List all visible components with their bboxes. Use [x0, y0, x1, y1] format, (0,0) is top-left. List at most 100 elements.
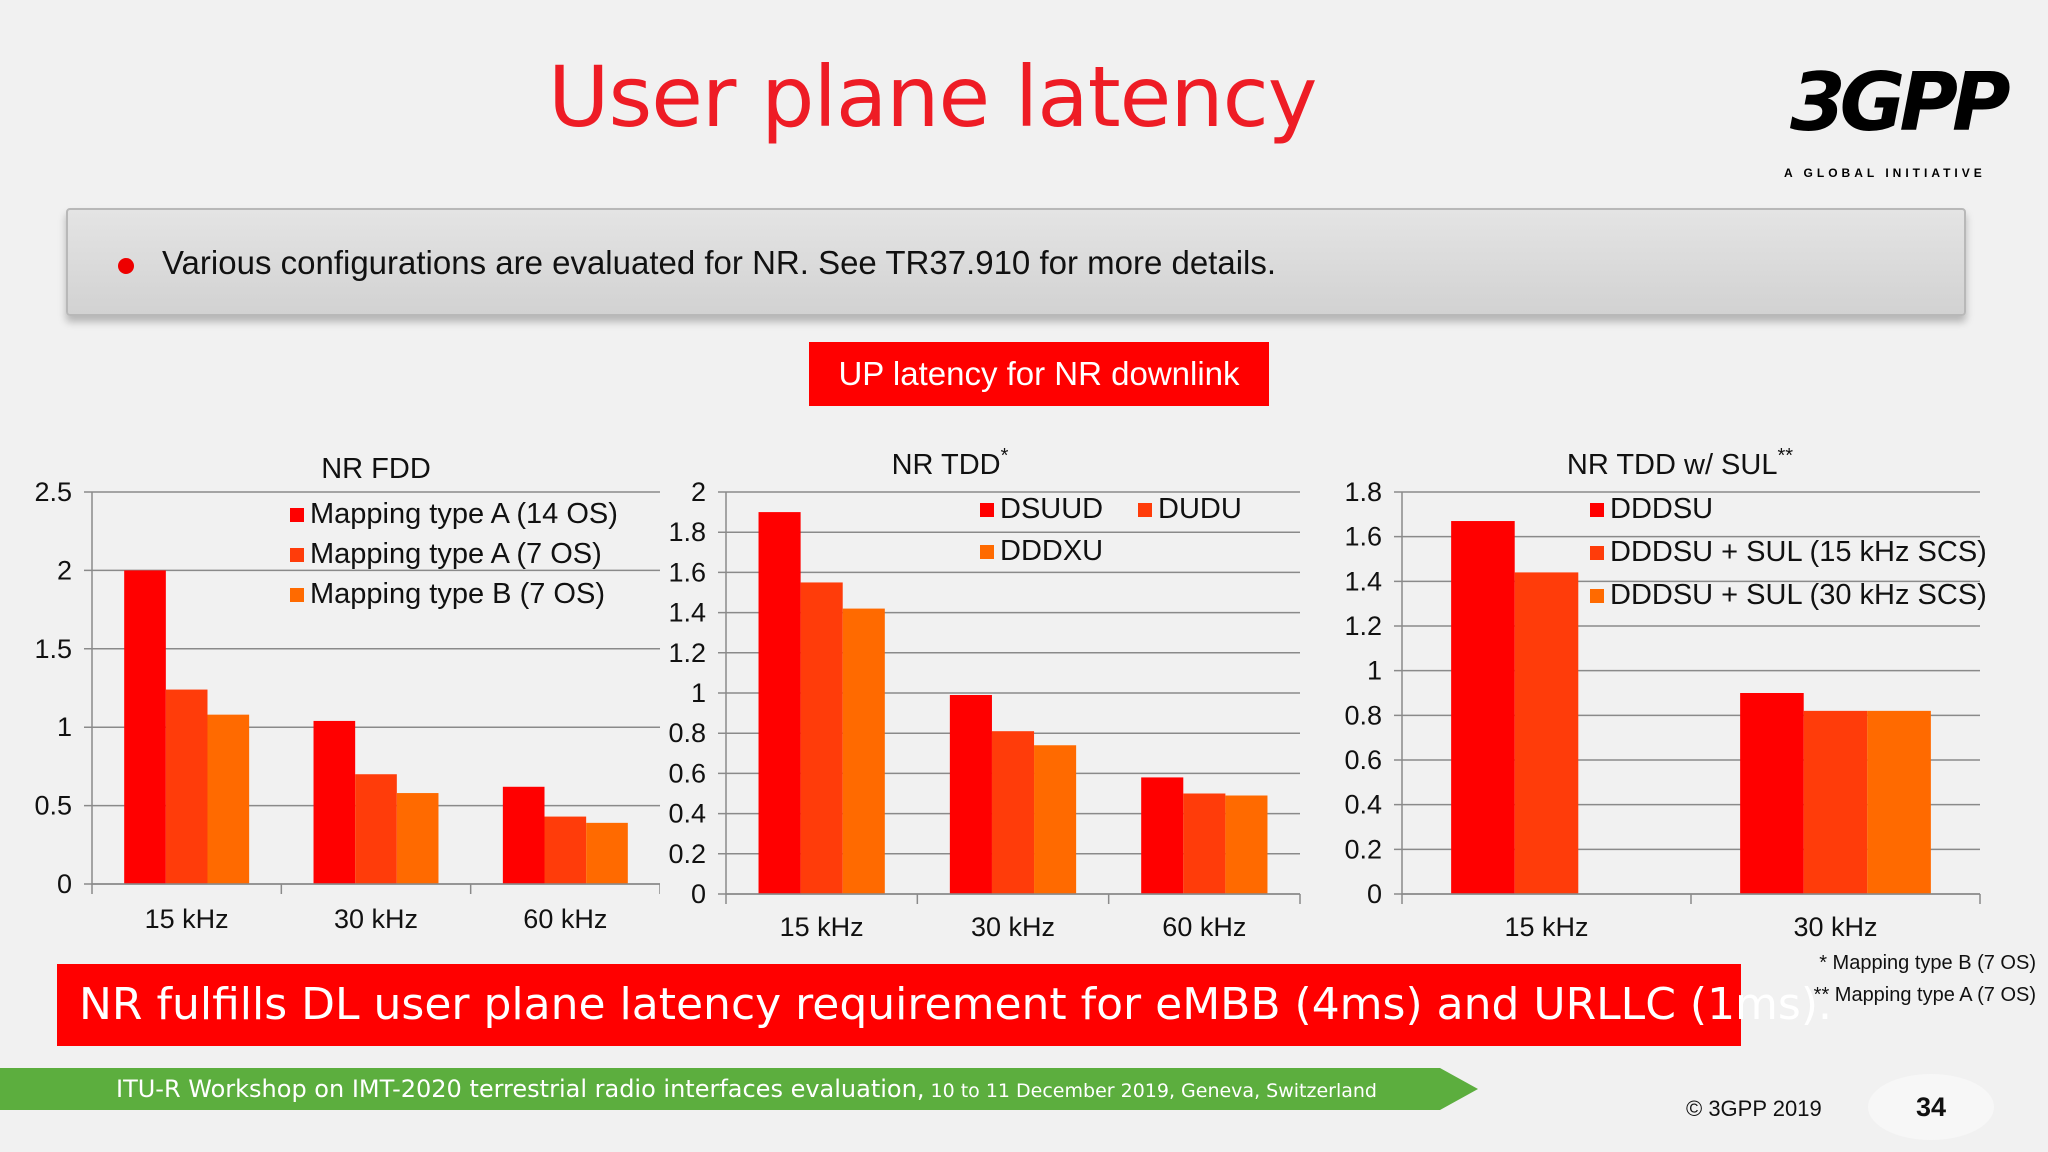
- bar: [165, 689, 208, 884]
- chart-nr-tdd: NR TDD* 0 0.2 0.4 0.6 0.8 1 1.2 1.4 1.6 1.8 2 15 kHz…: [668, 445, 1301, 942]
- y-tick-label: 0.2: [668, 839, 706, 869]
- x-tick-label: 60 kHz: [1162, 912, 1246, 942]
- y-tick-label: 1.2: [668, 638, 706, 668]
- legend-label: DSUUD: [1000, 493, 1103, 525]
- y-tick-label: 0.6: [668, 758, 706, 788]
- legend-label: DDDSU + SUL (30 kHz SCS): [1610, 579, 1987, 611]
- x-tick-label: 30 kHz: [334, 904, 418, 934]
- footer-main: ITU-R Workshop on IMT-2020 terrestrial r…: [116, 1075, 925, 1103]
- legend-label: DUDU: [1158, 493, 1242, 525]
- legend-swatch: [1590, 503, 1604, 517]
- chart-title: NR FDD: [321, 453, 431, 485]
- y-tick-label: 0.4: [668, 799, 706, 829]
- copyright: © 3GPP 2019: [1686, 1096, 1822, 1121]
- y-tick-label: 0.6: [1344, 745, 1382, 775]
- bar: [1740, 693, 1804, 894]
- y-tick-label: 0: [57, 869, 72, 899]
- y-tick-label: 2.5: [34, 477, 72, 507]
- y-tick-label: 1.5: [34, 634, 72, 664]
- chart-title-superscript: **: [1777, 445, 1793, 467]
- legend-label: DDDXU: [1000, 535, 1103, 567]
- chart-title-superscript: *: [1001, 445, 1009, 467]
- bar: [355, 774, 397, 884]
- bar: [842, 608, 885, 894]
- bullet-dot-icon: [118, 258, 134, 274]
- legend-label: Mapping type A (14 OS): [310, 498, 618, 530]
- bar: [313, 720, 356, 884]
- x-tick-label: 60 kHz: [523, 904, 607, 934]
- y-tick-label: 1: [691, 678, 706, 708]
- slide-title: User plane latency: [548, 48, 1317, 146]
- y-tick-label: 0.2: [1344, 834, 1382, 864]
- footnote-1: * Mapping type B (7 OS): [1819, 952, 2036, 974]
- bullet-text: Various configurations are evaluated for…: [162, 244, 1277, 281]
- y-tick-label: 2: [57, 555, 72, 585]
- legend-swatch: [980, 503, 994, 517]
- legend-swatch: [1590, 546, 1604, 560]
- bar: [1514, 572, 1579, 894]
- bar: [124, 570, 166, 884]
- 3gpp-logo: 3GPP A GLOBAL INITIATIVE: [1780, 56, 2011, 186]
- y-tick-label: 1.6: [668, 557, 706, 587]
- page-number: 34: [1868, 1074, 1994, 1140]
- y-tick-label: 1: [57, 712, 72, 742]
- footnote-2: ** Mapping type A (7 OS): [1813, 984, 2036, 1006]
- bar: [1803, 710, 1868, 894]
- legend-swatch: [290, 508, 304, 522]
- bar: [586, 822, 628, 884]
- footer-arrow: [0, 1068, 1478, 1110]
- footer-date: 10 to 11 December 2019, Geneva, Switzerl…: [924, 1080, 1377, 1102]
- x-tick-label: 15 kHz: [780, 912, 864, 942]
- legend-swatch: [1138, 503, 1152, 517]
- conclusion-banner: NR fulfills DL user plane latency requir…: [57, 964, 1832, 1046]
- logo-mark: 3GPP: [1790, 56, 2011, 149]
- legend-swatch: [1590, 589, 1604, 603]
- bar: [1867, 710, 1931, 894]
- bar: [502, 786, 545, 884]
- y-tick-label: 0.8: [1344, 700, 1382, 730]
- x-tick-label: 15 kHz: [145, 904, 229, 934]
- legend-swatch: [980, 545, 994, 559]
- y-tick-label: 0.8: [668, 718, 706, 748]
- y-tick-label: 0: [691, 879, 706, 909]
- bar: [949, 695, 992, 894]
- chart-nr-fdd: NR FDD 0 0.5 1 1.5 2 2.5 15 kHz 30 kHz 60 kHz Mapp…: [34, 453, 660, 934]
- chart-nr-tdd-sul: NR TDD w/ SUL** 0 0.2 0.4 0.6 0.8 1 1.2 1.4 1.6 1.…: [1344, 445, 1987, 942]
- bar: [1183, 793, 1226, 894]
- legend-label: Mapping type A (7 OS): [310, 538, 602, 570]
- bar: [207, 714, 250, 884]
- footer-text: ITU-R Workshop on IMT-2020 terrestrial r…: [116, 1075, 1377, 1103]
- bar: [1225, 795, 1268, 894]
- x-tick-label: 30 kHz: [1793, 912, 1877, 942]
- bar: [1034, 745, 1077, 894]
- y-tick-label: 1.8: [668, 517, 706, 547]
- chart-title: NR TDD w/ SUL**: [1567, 445, 1793, 481]
- bar: [991, 731, 1035, 894]
- y-tick-label: 1: [1367, 656, 1382, 686]
- bar: [544, 816, 587, 884]
- chart-subtitle: UP latency for NR downlink: [809, 342, 1269, 406]
- bar: [396, 793, 439, 884]
- y-tick-label: 1.6: [1344, 522, 1382, 552]
- legend-label: DDDSU: [1610, 493, 1713, 525]
- y-tick-label: 1.8: [1344, 477, 1382, 507]
- chart-title: NR TDD*: [892, 445, 1009, 481]
- y-tick-label: 0.5: [34, 791, 72, 821]
- legend-swatch: [290, 588, 304, 602]
- legend-swatch: [290, 548, 304, 562]
- x-tick-label: 15 kHz: [1504, 912, 1588, 942]
- y-tick-label: 1.4: [668, 598, 706, 628]
- x-tick-label: 30 kHz: [971, 912, 1055, 942]
- y-tick-label: 2: [691, 477, 706, 507]
- bullet-box: Various configurations are evaluated for…: [66, 208, 1966, 316]
- bar: [758, 512, 801, 894]
- legend-label: DDDSU + SUL (15 kHz SCS): [1610, 536, 1987, 568]
- y-tick-label: 0: [1367, 879, 1382, 909]
- y-tick-label: 1.4: [1344, 566, 1382, 596]
- logo-tagline: A GLOBAL INITIATIVE: [1784, 166, 1986, 180]
- bar: [1451, 521, 1515, 894]
- y-tick-label: 1.2: [1344, 611, 1382, 641]
- bar: [1141, 777, 1184, 894]
- y-tick-label: 0.4: [1344, 790, 1382, 820]
- bar: [800, 582, 843, 894]
